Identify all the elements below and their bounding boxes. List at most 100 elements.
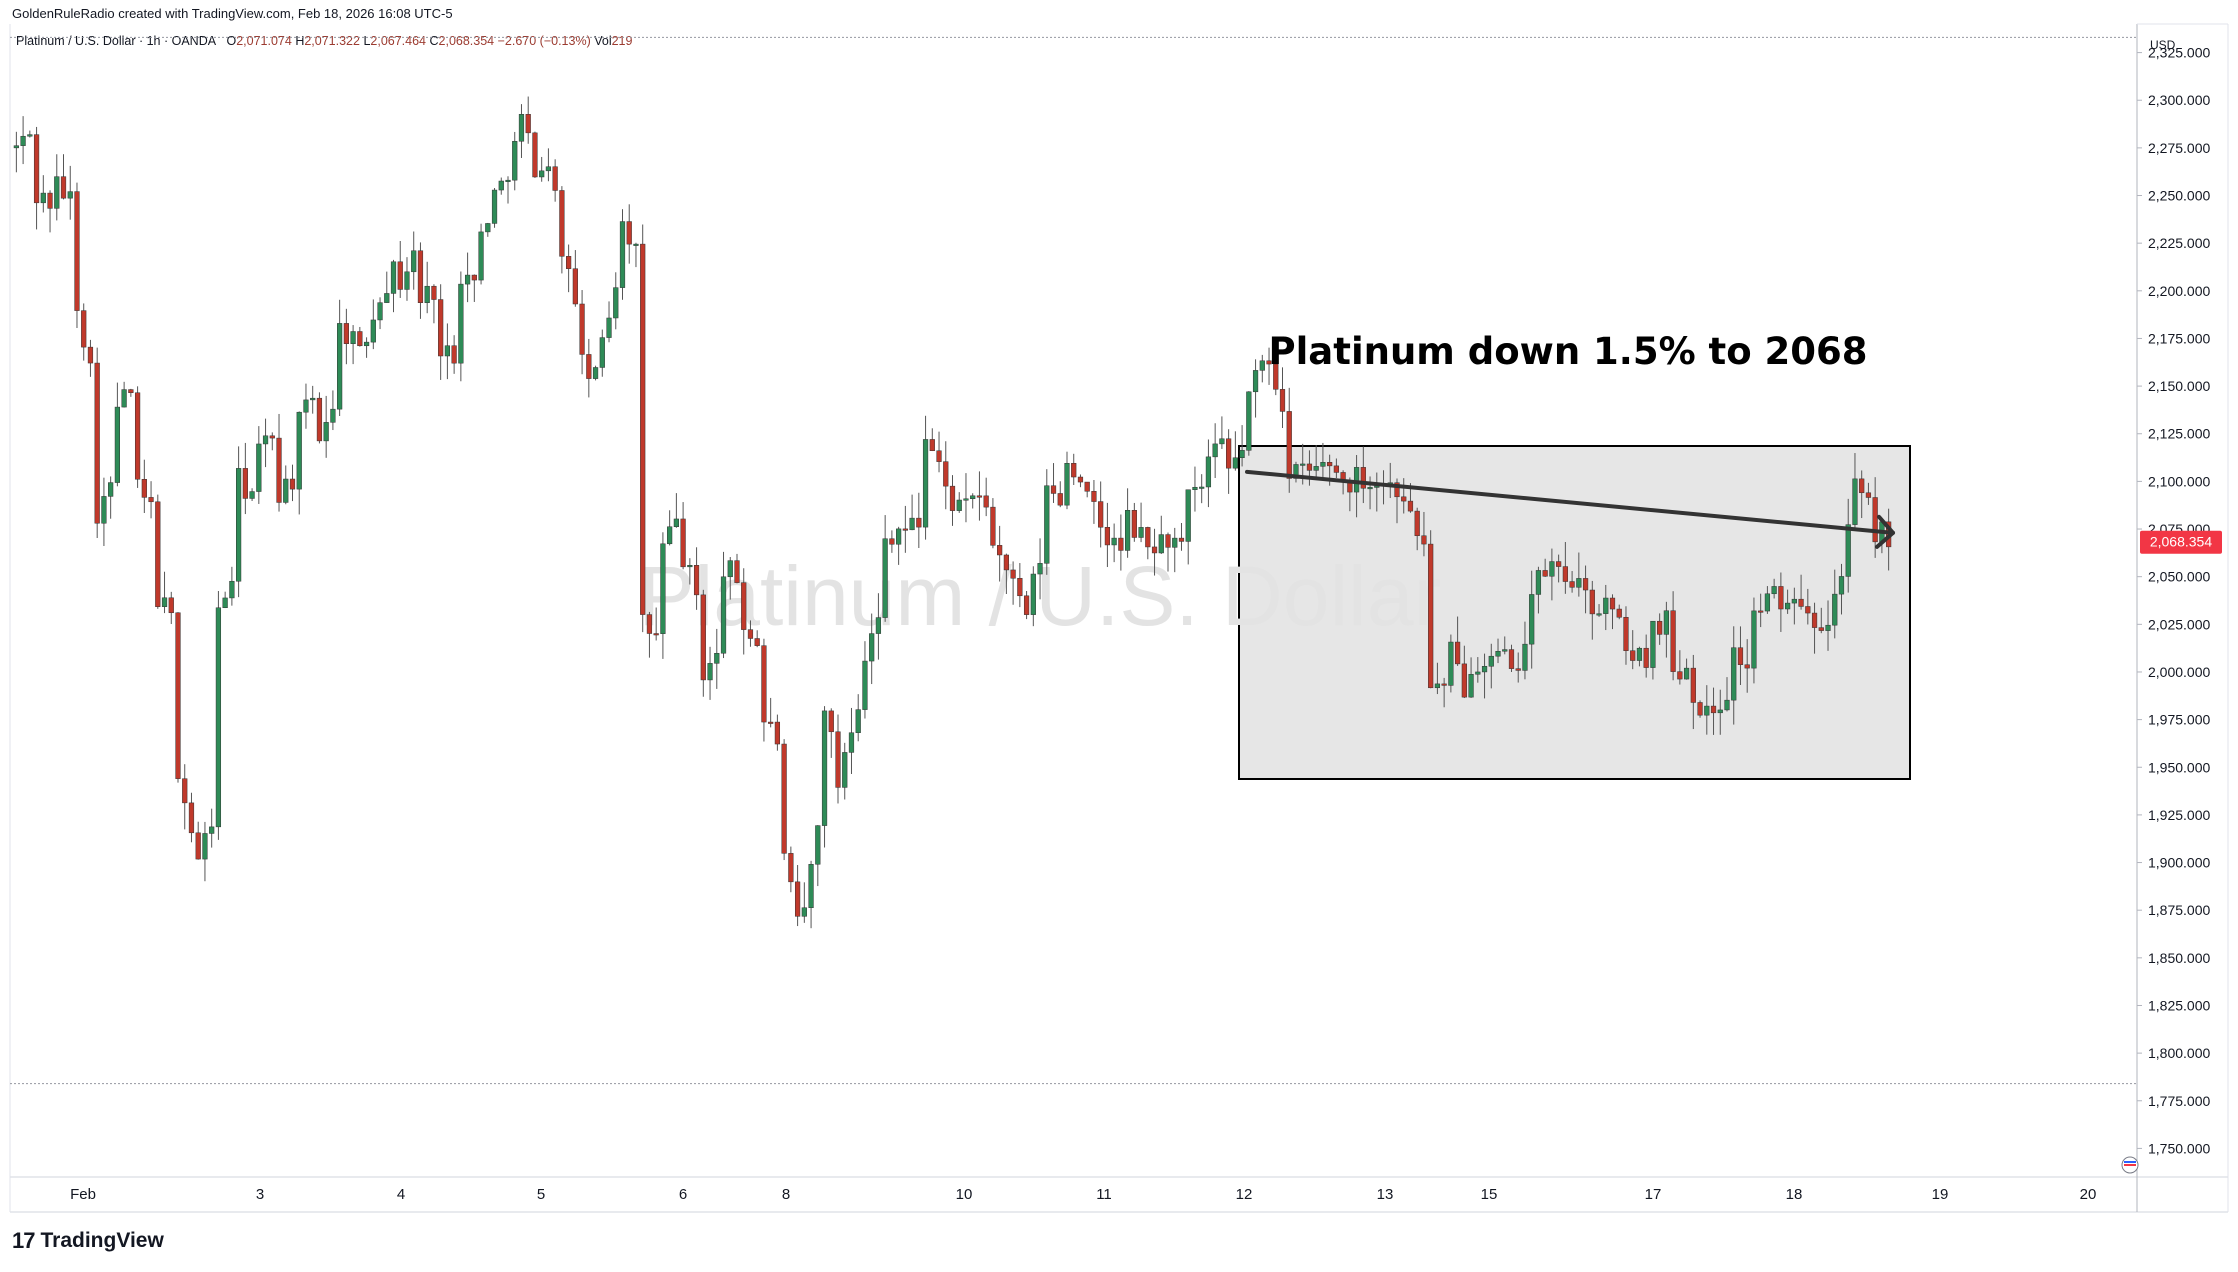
candle-body bbox=[1165, 534, 1171, 548]
candle-body bbox=[1838, 576, 1845, 595]
candle-body bbox=[54, 176, 60, 209]
candle-body bbox=[1758, 610, 1764, 613]
candle-body bbox=[1037, 563, 1043, 575]
candle-body bbox=[485, 223, 491, 233]
time-tick-label: 5 bbox=[537, 1186, 545, 1203]
price-axis[interactable]: 1,750.000 1,775.000 1,800.000 1,825.000 1,85… bbox=[2137, 45, 2210, 1157]
candle-body bbox=[1131, 510, 1137, 538]
candle-body bbox=[949, 485, 956, 511]
candle-body bbox=[13, 145, 19, 149]
candle-body bbox=[350, 331, 356, 344]
time-axis[interactable]: Feb 3 4 5 6 8 10 11 12 13 15 17 18 19 20 bbox=[70, 1186, 2096, 1203]
candle-body bbox=[1199, 486, 1205, 489]
candle-body bbox=[680, 518, 686, 568]
candle-body bbox=[316, 397, 323, 442]
candle-body bbox=[471, 274, 477, 281]
candle-body bbox=[707, 663, 713, 681]
candle-body bbox=[1003, 554, 1009, 571]
time-tick-label: 17 bbox=[1645, 1186, 1662, 1203]
candle-body bbox=[330, 408, 336, 423]
candle-body bbox=[1212, 443, 1218, 458]
candle-body bbox=[1313, 466, 1319, 471]
candle-body bbox=[1535, 570, 1542, 595]
candle-body bbox=[1232, 457, 1238, 469]
trendline[interactable] bbox=[1245, 469, 1895, 549]
candle-body bbox=[1710, 705, 1717, 714]
candle-body bbox=[613, 287, 619, 319]
candle-body bbox=[794, 881, 801, 917]
candle-body bbox=[902, 528, 908, 531]
candle-body bbox=[1320, 462, 1326, 467]
candle-body bbox=[1333, 465, 1339, 473]
candle-body bbox=[1798, 598, 1804, 607]
candle-body bbox=[835, 731, 841, 788]
price-tick-label: 2,325.000 bbox=[2148, 45, 2210, 61]
candle-body bbox=[1481, 666, 1488, 673]
candle-body bbox=[1077, 476, 1084, 483]
candle-body bbox=[1151, 546, 1158, 554]
candle-body bbox=[1542, 570, 1548, 577]
candle-body bbox=[74, 191, 80, 311]
candle-body bbox=[1111, 537, 1117, 546]
price-tick-label: 1,850.000 bbox=[2148, 950, 2210, 966]
candle-body bbox=[1818, 627, 1824, 631]
candle-body bbox=[1495, 650, 1501, 657]
candle-body bbox=[788, 853, 794, 883]
candle-body bbox=[1791, 598, 1797, 604]
price-tick-label: 1,825.000 bbox=[2148, 997, 2210, 1013]
candle-body bbox=[1697, 702, 1703, 716]
price-tick-label: 2,025.000 bbox=[2148, 616, 2210, 632]
last-price-tag: 2,068.354 bbox=[2140, 530, 2222, 554]
candle-body bbox=[720, 576, 727, 654]
candle-body bbox=[815, 825, 821, 865]
tradingview-logo[interactable]: 17 TradingView bbox=[12, 1228, 164, 1254]
candle-body bbox=[1428, 543, 1434, 689]
candle-body bbox=[848, 732, 855, 753]
candle-body bbox=[882, 538, 888, 618]
candle-body bbox=[229, 580, 235, 599]
candle-body bbox=[1603, 597, 1609, 614]
time-tick-label: 11 bbox=[1096, 1186, 1112, 1203]
price-tick-label: 2,150.000 bbox=[2148, 378, 2210, 394]
candle-body bbox=[606, 317, 612, 338]
candle-body bbox=[997, 545, 1003, 556]
currency-label[interactable]: USD bbox=[2150, 38, 2176, 52]
candle-body bbox=[1609, 597, 1616, 610]
candle-body bbox=[1744, 664, 1750, 669]
candle-body bbox=[1367, 487, 1373, 490]
candle-body bbox=[1764, 593, 1771, 612]
candle-body bbox=[1731, 647, 1737, 701]
candle-body bbox=[458, 283, 464, 364]
candle-body bbox=[1158, 534, 1164, 554]
price-tick-label: 2,125.000 bbox=[2148, 426, 2210, 442]
candle-body bbox=[215, 607, 222, 828]
candle-body bbox=[1057, 493, 1063, 506]
time-tick-label: 6 bbox=[679, 1186, 687, 1203]
candle-body bbox=[1023, 595, 1030, 615]
candle-body bbox=[559, 190, 565, 257]
scroll-to-realtime-icon[interactable] bbox=[2121, 1156, 2139, 1174]
candle-body bbox=[1596, 613, 1602, 616]
candle-body bbox=[1104, 526, 1111, 546]
candle-body bbox=[289, 478, 296, 490]
candle-body bbox=[1017, 577, 1023, 597]
candle-body bbox=[87, 346, 94, 364]
candle-body bbox=[1737, 647, 1744, 665]
price-tick-label: 2,050.000 bbox=[2148, 569, 2210, 585]
candle-body bbox=[108, 482, 114, 497]
candle-body bbox=[1252, 370, 1259, 393]
candle-body bbox=[552, 166, 558, 191]
annotation-text[interactable]: Platinum down 1.5% to 2068 bbox=[1268, 330, 1867, 373]
candle-body bbox=[855, 709, 861, 733]
candle-body bbox=[1859, 478, 1865, 494]
candle-body bbox=[1515, 668, 1521, 671]
candle-body bbox=[727, 560, 733, 578]
candle-body bbox=[1455, 641, 1461, 665]
candle-body bbox=[357, 331, 363, 347]
candle-body bbox=[700, 594, 706, 681]
candle-body bbox=[963, 498, 969, 501]
candle-body bbox=[1286, 411, 1292, 479]
candle-body bbox=[283, 478, 289, 503]
candle-body bbox=[660, 543, 666, 634]
